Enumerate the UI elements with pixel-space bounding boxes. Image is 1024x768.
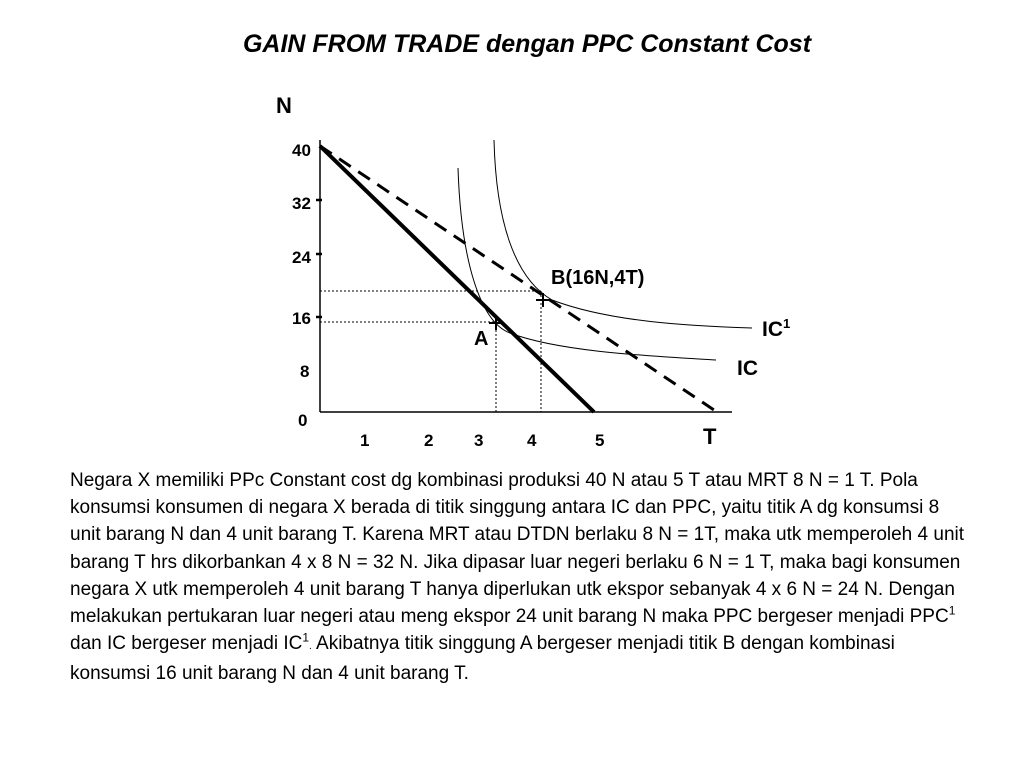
point-b-label: B(16N,4T) <box>551 267 644 289</box>
origin-label: 0 <box>298 411 307 430</box>
ppc1-dashed-line <box>319 144 715 412</box>
ic1-curve <box>493 139 753 329</box>
x-tick-label: 1 <box>360 431 369 450</box>
point-a-marker <box>489 316 503 330</box>
description-paragraph: Negara X memiliki PPc Constant cost dg k… <box>70 467 970 688</box>
y-tick-label: 32 <box>292 194 311 213</box>
y-tick-label: 24 <box>292 248 311 267</box>
y-tick-label: 8 <box>300 362 309 381</box>
ppc-line <box>318 144 596 414</box>
ic-label: IC <box>737 357 758 380</box>
description-dot: . <box>309 641 312 653</box>
point-b-marker <box>536 293 550 307</box>
ppc1-superscript: 1 <box>948 603 956 618</box>
x-tick-label: 5 <box>595 431 604 450</box>
y-tick-label: 16 <box>292 309 311 328</box>
description-part-2: dan IC bergeser menjadi IC <box>70 633 303 655</box>
y-tick-label: 40 <box>292 141 311 160</box>
description-part-3: Akibatnya titik singgung A bergeser menj… <box>70 633 895 685</box>
ic-curve <box>457 167 717 361</box>
y-axis-label: N <box>276 93 292 118</box>
description-part-1: Negara X memiliki PPc Constant cost dg k… <box>70 470 965 628</box>
x-tick-label: 2 <box>424 431 433 450</box>
ic1-superscript: 1 <box>302 630 310 645</box>
x-tick-label: 4 <box>527 431 537 450</box>
x-axis-label: T <box>703 424 717 449</box>
page-title: GAIN FROM TRADE dengan PPC Constant Cost <box>242 30 812 58</box>
ic1-label: IC1 <box>762 316 790 341</box>
ic1-label-sup: 1 <box>783 316 790 331</box>
ic1-label-base: IC <box>762 318 783 341</box>
point-a-label: A <box>474 328 488 350</box>
x-tick-label: 3 <box>474 431 483 450</box>
gain-from-trade-diagram: N T 0 40 32 24 16 8 1 2 3 4 5 A B(16N,4T… <box>276 93 790 450</box>
